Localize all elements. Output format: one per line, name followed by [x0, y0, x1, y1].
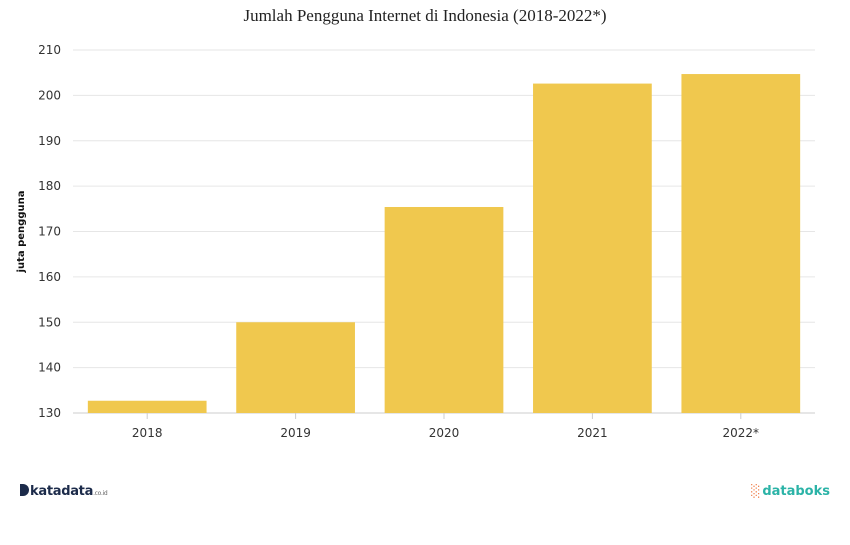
x-tick-label: 2022* [723, 426, 760, 440]
y-tick-label: 210 [38, 43, 61, 57]
databoks-logo: ░ databoks [751, 484, 830, 499]
y-tick-label: 140 [38, 361, 61, 375]
y-tick-label: 180 [38, 179, 61, 193]
x-tick-label: 2020 [429, 426, 460, 440]
katadata-logo-suffix: .co.id [93, 490, 108, 497]
y-tick-label: 170 [38, 225, 61, 239]
y-tick-label: 160 [38, 270, 61, 284]
databoks-mark-icon: ░ [751, 484, 761, 498]
katadata-mark-icon [20, 484, 29, 496]
y-axis-label: juta pengguna [16, 191, 27, 274]
x-tick-label: 2021 [577, 426, 608, 440]
y-tick-label: 200 [38, 88, 61, 102]
databoks-logo-text: databoks [762, 484, 830, 499]
y-tick-label: 150 [38, 315, 61, 329]
x-tick-label: 2019 [280, 426, 311, 440]
y-tick-label: 190 [38, 134, 61, 148]
katadata-logo: katadata.co.id [20, 484, 108, 499]
bar [681, 74, 801, 413]
katadata-logo-text: katadata [30, 484, 94, 499]
bar [384, 206, 504, 413]
y-tick-label: 130 [38, 406, 61, 420]
bar [533, 83, 652, 413]
bar [87, 400, 207, 413]
chart-title: Jumlah Pengguna Internet di Indonesia (2… [243, 6, 607, 25]
bar [236, 322, 355, 413]
x-tick-label: 2018 [132, 426, 163, 440]
